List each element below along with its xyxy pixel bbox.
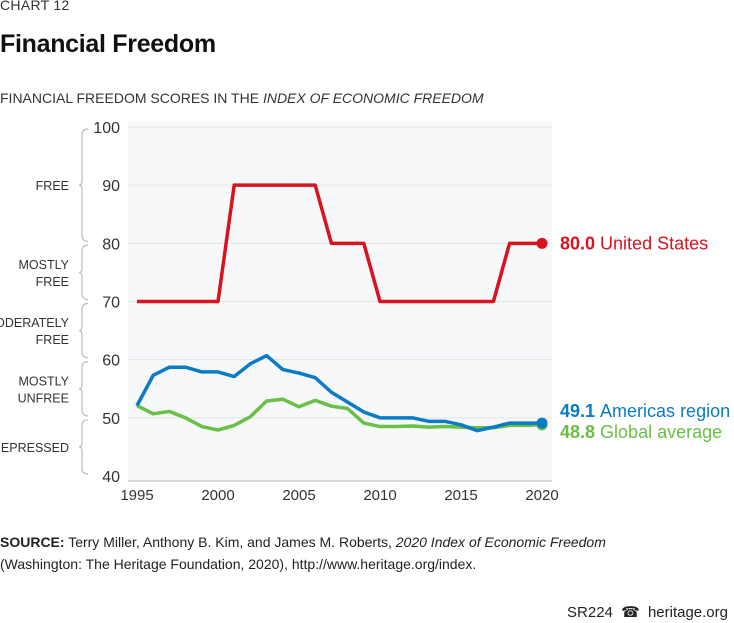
end-value: 48.8 [560,422,600,442]
end-value: 49.1 [560,401,600,421]
y-tick-label: 60 [102,353,120,370]
x-tick-label: 1995 [120,487,153,504]
y-tick-label: 70 [102,295,120,312]
series-name: Americas region [600,401,730,421]
x-tick-label: 2005 [282,487,315,504]
subtitle-text: FINANCIAL FREEDOM SCORES IN THE [0,90,263,106]
band-label: MODERATELY [0,316,70,330]
band-brace [78,128,89,242]
source-text-2: (Washington: The Heritage Foundation, 20… [0,556,477,572]
series-line-united-states [137,183,542,304]
end-point-marker [536,417,548,429]
band-brace [78,244,89,301]
x-tick-label: 2020 [525,487,558,504]
band-label: MOSTLY [19,258,70,272]
band-label: MOSTLY [19,374,70,388]
x-tick-label: 2010 [363,487,396,504]
band-label: FREE [36,333,69,347]
band-label: REPRESSED [0,441,69,455]
x-tick-label: 2000 [201,487,234,504]
y-tick-label: 100 [93,120,120,137]
source-label: SOURCE: [0,534,65,550]
bell-icon: ☎ [621,604,640,621]
source-note: SOURCE: Terry Miller, Anthony B. Kim, an… [0,531,606,575]
report-code: SR224 [567,604,613,621]
series-line-global-average [136,397,543,432]
end-value: 80.0 [560,233,600,253]
band-brace [78,419,89,475]
end-point-marker [536,237,548,249]
site-link[interactable]: heritage.org [647,604,728,621]
chart-subtitle: FINANCIAL FREEDOM SCORES IN THE INDEX OF… [0,90,484,106]
source-title: 2020 Index of Economic Freedom [395,534,606,550]
series-end-label: 49.1 Americas region [560,401,730,421]
y-tick-label: 50 [102,411,120,428]
y-tick-label: 80 [102,236,120,253]
subtitle-italic: INDEX OF ECONOMIC FREEDOM [262,90,484,106]
x-tick-label: 2015 [444,487,477,504]
source-text: Terry Miller, Anthony B. Kim, and James … [64,534,396,550]
y-tick-label: 40 [102,469,120,486]
series-end-label: 80.0 United States [560,233,708,253]
band-label: FREE [36,275,69,289]
y-tick-label: 90 [102,178,120,195]
chart-number: CHART 12 [0,0,70,13]
band-brace [78,361,89,417]
series-end-label: 48.8 Global average [560,422,722,442]
series-line-americas-region [135,353,542,433]
series-name: Global average [600,422,722,442]
series-name: United States [600,233,708,253]
line-chart: 40 50 60 70 80 90 100 1995 2000 2005 2010 2015 2020 F… [0,120,730,504]
band-label: FREE [36,179,69,193]
chart-title: Financial Freedom [0,30,216,58]
band-label: UNFREE [18,391,69,405]
footer: SR224 ☎ heritage.org [567,603,728,621]
band-brace [78,302,89,359]
